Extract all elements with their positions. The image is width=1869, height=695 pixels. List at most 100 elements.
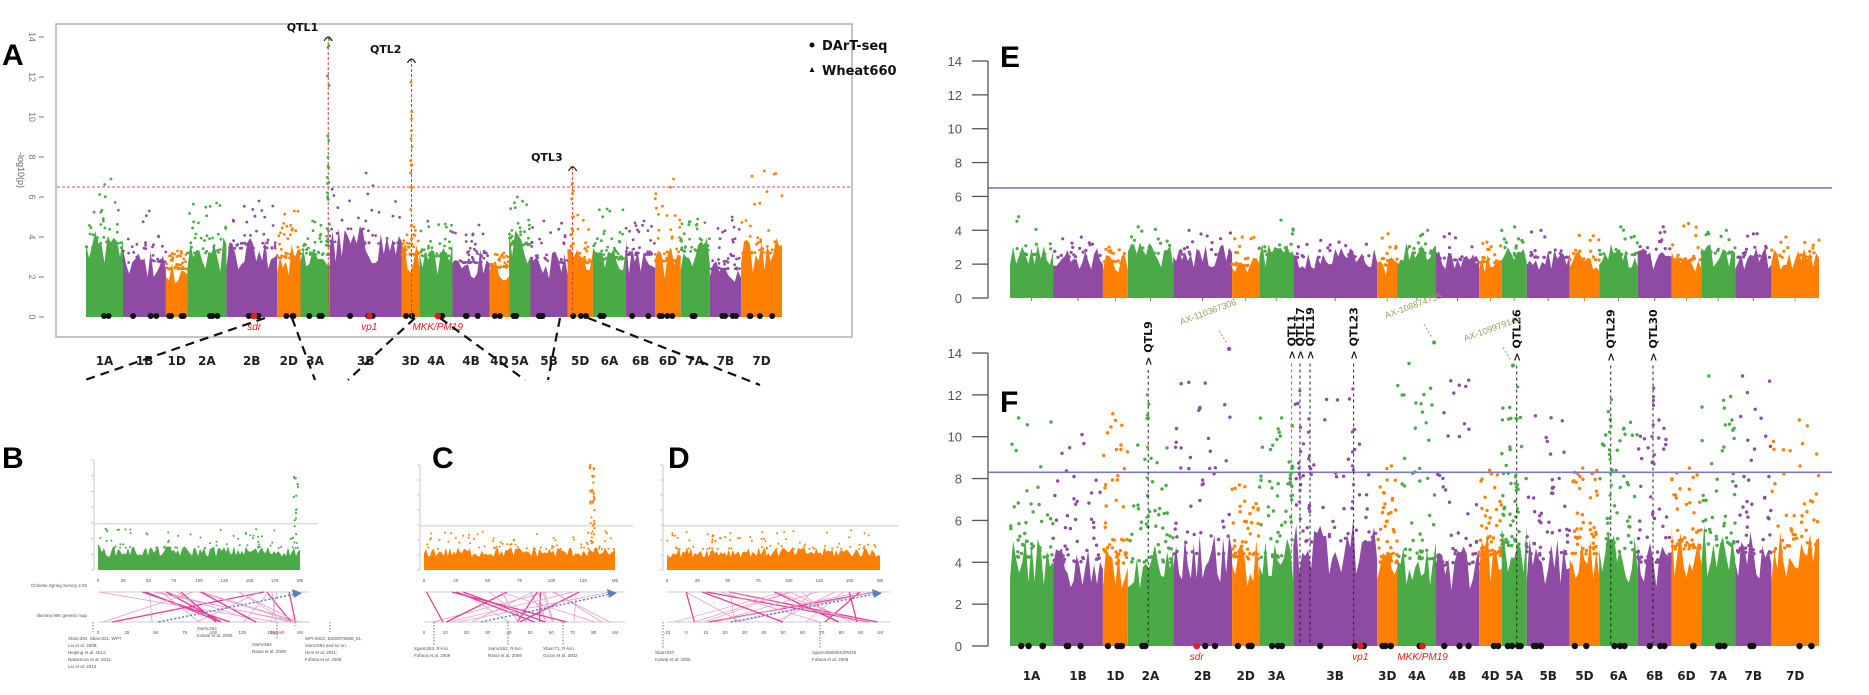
- chromosome-label: 6B: [1646, 669, 1664, 683]
- snp-point: [1575, 511, 1580, 515]
- snp-point: [1620, 252, 1624, 256]
- snp-point: [1670, 539, 1674, 544]
- snp-point: [585, 541, 588, 544]
- snp-point: [1025, 489, 1029, 493]
- snp-point: [1061, 237, 1065, 241]
- qtl-label: QTL3: [531, 151, 563, 164]
- chromosome-label: 1D: [1106, 669, 1124, 683]
- snp-point: [599, 255, 603, 259]
- chr-2B-block: [226, 238, 278, 317]
- snp-point: [1739, 414, 1743, 419]
- snp-point: [1508, 447, 1512, 452]
- y-tick-label: 0: [955, 639, 962, 654]
- snp-point: [1321, 505, 1325, 510]
- snp-point: [1664, 515, 1669, 519]
- snp-point: [625, 250, 628, 253]
- map-correspondence-line: [501, 591, 519, 623]
- snp-point: [1190, 550, 1195, 554]
- snp-point: [174, 546, 177, 549]
- snp-point: [1238, 547, 1243, 551]
- known-gene-label: vp1: [361, 322, 377, 333]
- qtl-snp-point: [409, 159, 413, 163]
- snp-point: [792, 548, 795, 550]
- snp-point: [1715, 543, 1719, 548]
- snp-point: [1508, 523, 1513, 527]
- marker-dot: [105, 313, 112, 319]
- snp-point: [1346, 457, 1351, 461]
- snp-point: [778, 251, 782, 255]
- chr-4D-block: [1479, 533, 1502, 646]
- snp-point: [1701, 519, 1706, 523]
- snp-point: [1115, 562, 1119, 566]
- snp-point: [438, 254, 442, 258]
- snp-point: [1746, 515, 1750, 519]
- snp-point: [1522, 254, 1526, 258]
- snp-point: [1696, 246, 1700, 250]
- snp-point: [448, 240, 451, 244]
- peak-snp-point: [593, 527, 596, 530]
- chr-2B-block: [1173, 535, 1233, 646]
- snp-point: [590, 532, 593, 535]
- snp-point: [174, 265, 178, 269]
- snp-point: [1124, 555, 1129, 560]
- snp-point: [235, 243, 239, 247]
- snp-annotation-label: AX-110367306: [1178, 297, 1237, 327]
- snp-point: [1812, 251, 1816, 255]
- snp-point: [1378, 485, 1382, 489]
- snp-point: [1048, 517, 1053, 521]
- marker-dot: [147, 313, 154, 319]
- snp-point: [169, 546, 172, 549]
- snp-point: [1498, 260, 1502, 264]
- snp-point: [1767, 255, 1772, 259]
- snp-point: [1508, 512, 1512, 516]
- snp-point: [454, 536, 457, 539]
- snp-point: [1701, 498, 1706, 503]
- snp-point: [1457, 434, 1462, 439]
- snp-point: [1671, 243, 1675, 247]
- snp-point: [600, 239, 603, 243]
- snp-point: [1682, 547, 1686, 551]
- snp-point: [280, 254, 284, 258]
- snp-point: [1105, 431, 1110, 435]
- chromosome-label: 3D: [401, 354, 419, 368]
- snp-point: [1453, 552, 1457, 556]
- snp-point: [1494, 507, 1499, 512]
- snp-point: [257, 535, 259, 538]
- snp-point: [1471, 552, 1475, 556]
- y-tick-label: 2: [955, 597, 962, 612]
- snp-point: [1201, 482, 1205, 486]
- snp-point: [335, 232, 339, 235]
- known-gene-dot: [1356, 642, 1364, 650]
- snp-point: [1383, 524, 1387, 528]
- snp-point: [405, 241, 409, 245]
- snp-point: [1684, 258, 1688, 262]
- snp-point: [1442, 235, 1446, 239]
- snp-point: [263, 215, 267, 219]
- marker-dot: [462, 313, 469, 319]
- chr-2D-block: [1232, 257, 1260, 298]
- snp-point: [1488, 516, 1492, 520]
- snp-point: [1256, 557, 1261, 561]
- snp-point: [654, 192, 658, 196]
- qtl-snp-point: [1607, 448, 1612, 452]
- snp-point: [1153, 509, 1157, 513]
- chr-2A-block: [1127, 242, 1174, 298]
- snp-point: [416, 252, 420, 256]
- snp-point: [1721, 398, 1726, 402]
- snp-point: [732, 225, 736, 229]
- chr-2D-block: [277, 244, 301, 317]
- snp-point: [1027, 555, 1031, 559]
- snp-point: [1185, 245, 1190, 249]
- snp-point: [1107, 543, 1112, 547]
- snp-point: [1605, 544, 1610, 548]
- snp-point: [1323, 418, 1327, 422]
- snp-point: [194, 232, 198, 236]
- snp-point: [1115, 555, 1119, 559]
- map-correspondence-line: [824, 591, 861, 623]
- snp-point: [1581, 520, 1586, 525]
- snp-point: [1483, 514, 1488, 518]
- chr-3A-block: [300, 249, 330, 317]
- snp-point: [385, 237, 389, 240]
- snp-point: [293, 541, 296, 544]
- snp-point: [1096, 553, 1101, 557]
